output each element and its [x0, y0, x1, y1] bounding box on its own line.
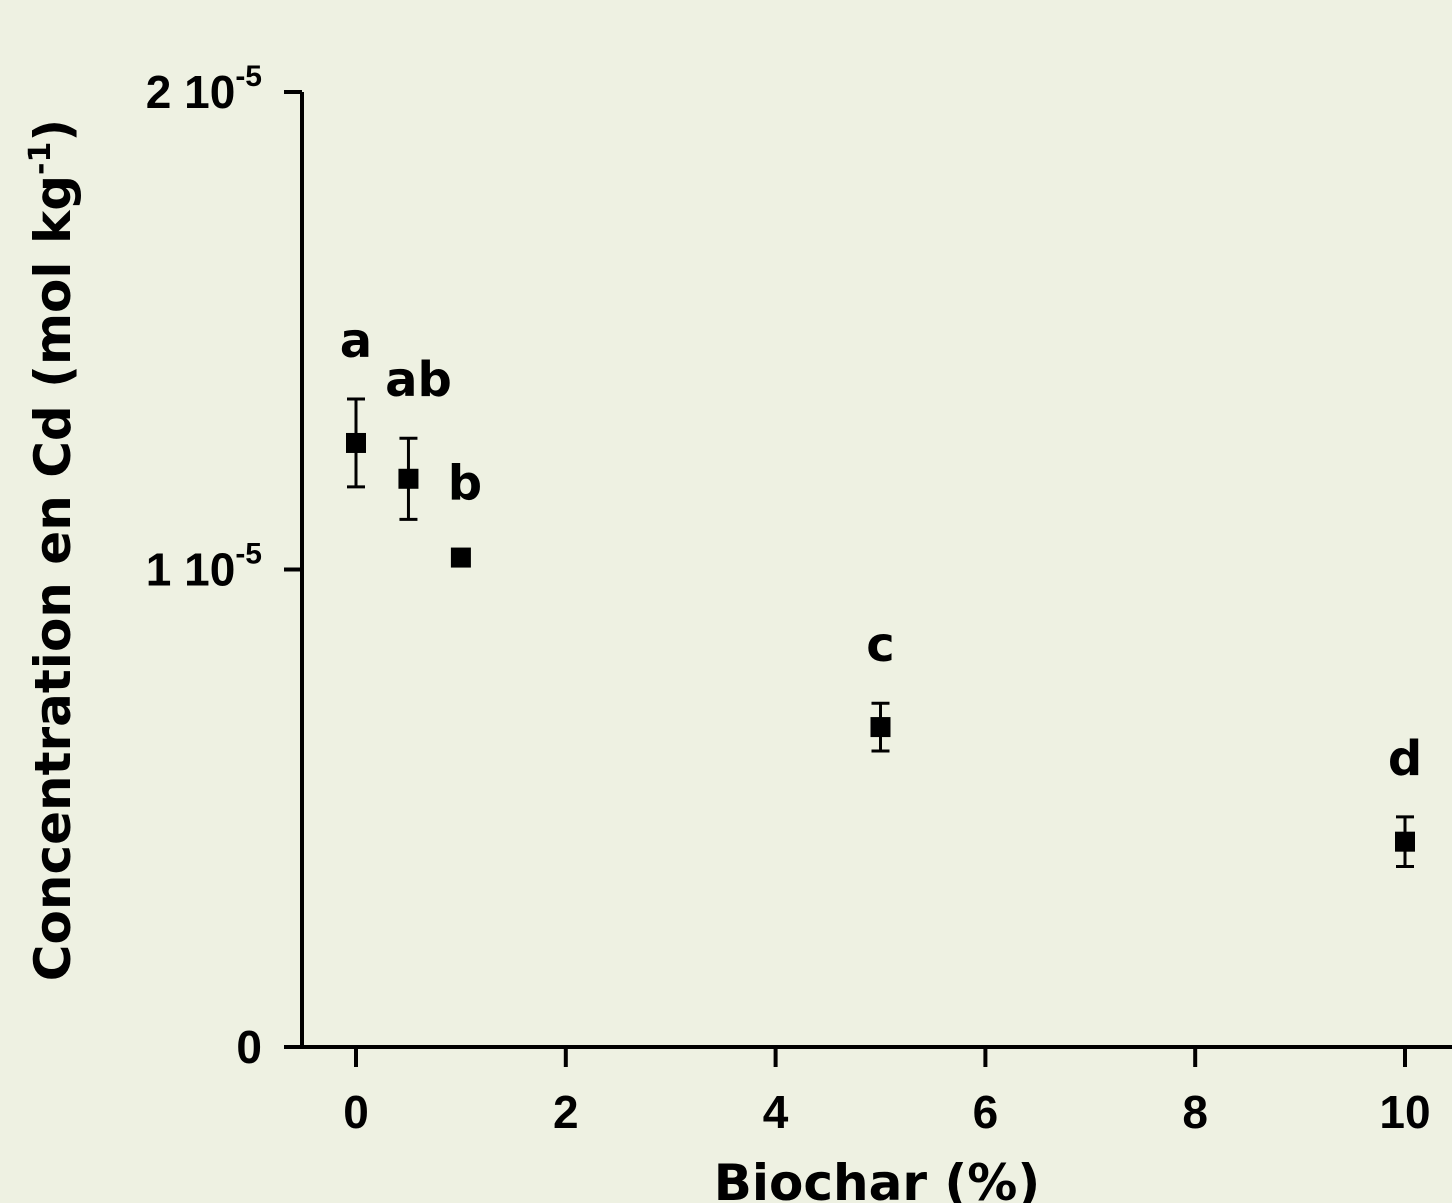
- data-point: ab: [385, 352, 452, 521]
- square-marker: [870, 717, 891, 738]
- square-marker: [398, 468, 419, 489]
- group-label: b: [448, 456, 482, 512]
- x-axis-title: Biochar (%): [714, 1154, 1040, 1203]
- square-marker: [1395, 831, 1415, 852]
- square-marker: [346, 432, 366, 453]
- y-axis-title-close: ): [24, 119, 82, 142]
- axes: [300, 92, 1452, 1049]
- group-label: c: [866, 617, 894, 673]
- y-axis-title-exponent: -1: [23, 142, 58, 175]
- group-label: d: [1388, 731, 1422, 787]
- group-label: a: [340, 313, 372, 369]
- group-label: ab: [385, 352, 452, 408]
- data-point: a: [340, 313, 372, 489]
- y-axis-ticks: 0 1 10-5 2 10-5: [146, 60, 302, 1073]
- x-tick-label: 4: [763, 1086, 789, 1138]
- x-tick-label: 6: [973, 1086, 999, 1138]
- y-axis-title-main: Concentration en Cd (mol kg: [24, 175, 82, 981]
- y-tick-label: 0: [236, 1021, 262, 1073]
- y-axis-title: Concentration en Cd (mol kg-1): [23, 119, 82, 981]
- x-tick-label: 0: [343, 1086, 369, 1138]
- x-axis-ticks: 0 2 4 6 8 10: [343, 1047, 1431, 1138]
- y-tick-label: 1 10-5: [146, 538, 262, 596]
- data-points: aab b c d: [340, 313, 1422, 869]
- y-tick-label: 2 10-5: [146, 60, 262, 118]
- data-point: c: [866, 617, 895, 753]
- x-tick-label: 10: [1379, 1086, 1430, 1138]
- x-tick-label: 2: [553, 1086, 579, 1138]
- data-point: d: [1388, 731, 1422, 869]
- data-point: b: [448, 456, 482, 568]
- square-marker: [450, 547, 471, 568]
- x-tick-label: 8: [1182, 1086, 1208, 1138]
